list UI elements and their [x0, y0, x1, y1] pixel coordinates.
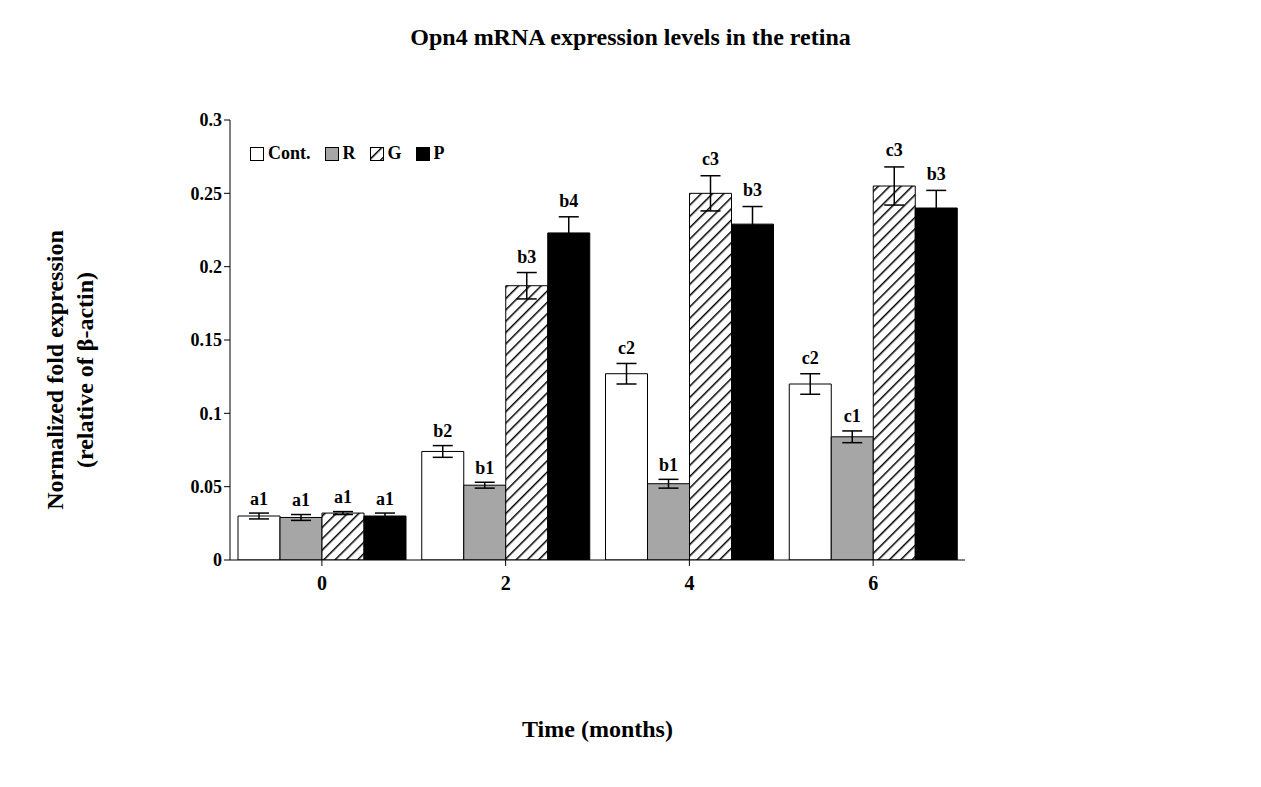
svg-text:a1: a1	[334, 487, 352, 507]
html-text:P: P	[433, 143, 445, 163]
svg-text:2: 2	[501, 572, 511, 594]
html-text:Opn4 mRNA expression levels in: Opn4 mRNA expression levels in the retin…	[410, 24, 851, 50]
svg-text:b1: b1	[659, 455, 678, 475]
svg-text:0: 0	[213, 550, 222, 570]
svg-text:0.1: 0.1	[200, 404, 223, 424]
svg-text:0.05: 0.05	[191, 477, 223, 497]
svg-text:c2: c2	[618, 338, 635, 358]
svg-text:a1: a1	[250, 489, 268, 509]
svg-text:b3: b3	[927, 164, 946, 184]
svg-text:0.25: 0.25	[191, 184, 223, 204]
svg-text:0.2: 0.2	[200, 257, 223, 277]
html-text:Time (months): Time (months)	[522, 716, 673, 742]
svg-text:b2: b2	[433, 421, 452, 441]
html-text:G: G	[387, 143, 402, 163]
svg-text:4: 4	[684, 572, 694, 594]
svg-text:0.15: 0.15	[191, 330, 223, 350]
svg-text:b1: b1	[475, 458, 494, 478]
svg-text:b4: b4	[559, 191, 578, 211]
svg-text:c1: c1	[844, 406, 861, 426]
svg-text:a1: a1	[292, 490, 310, 510]
html-text:Cont.: Cont.	[268, 143, 311, 163]
svg-text:b3: b3	[743, 180, 762, 200]
svg-text:c3: c3	[702, 149, 719, 169]
svg-text:0: 0	[317, 572, 327, 594]
svg-text:a1: a1	[376, 489, 394, 509]
svg-text:0.3: 0.3	[200, 110, 223, 130]
svg-text:c2: c2	[802, 348, 819, 368]
svg-text:c3: c3	[886, 140, 903, 160]
svg-text:6: 6	[868, 572, 878, 594]
html-text:Normalized fold expression: Normalized fold expression	[42, 230, 68, 510]
html-text:R: R	[342, 143, 356, 163]
html-text:(relative of β-actin): (relative of β-actin)	[72, 271, 98, 469]
svg-text:b3: b3	[517, 247, 536, 267]
